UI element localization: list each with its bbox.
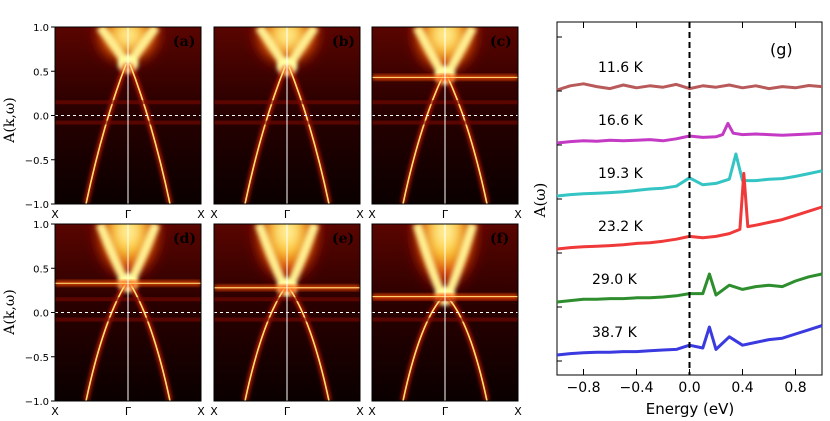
chart-g-xlabel: Energy (eV) <box>646 400 734 418</box>
series-label: 16.6 K <box>598 113 644 129</box>
panel-x-tick: X <box>210 405 218 418</box>
panel-y-tick: −1.0 <box>25 397 49 408</box>
panel-x-tick: X <box>514 208 522 221</box>
panel-label: (d) <box>173 231 196 247</box>
panel-x-tick: Γ <box>125 208 132 221</box>
series-line-193K <box>556 152 823 198</box>
series-line-232K <box>556 171 823 251</box>
ylabel-bottom-panels: A(k,ω) <box>2 289 18 335</box>
panel-y-tick: 0.0 <box>33 112 49 123</box>
panel-f: (f) X Γ X <box>368 223 522 418</box>
panel-label: (c) <box>490 34 512 50</box>
panel-frame <box>213 223 361 402</box>
panel-x-tick: X <box>356 405 364 418</box>
series-label: 11.6 K <box>598 60 644 76</box>
series-label: 38.7 K <box>592 325 638 341</box>
series-label: 19.3 K <box>598 166 644 182</box>
panel-y-tick: −0.5 <box>25 353 49 364</box>
panel-x-tick: X <box>514 405 522 418</box>
chart-g-ylabel: A(ω) <box>531 183 549 219</box>
panel-frame <box>371 26 519 205</box>
panel-label: (b) <box>332 34 355 50</box>
chart-g-series-labels: 11.6 K 16.6 K 19.3 K 23.2 K 29.0 K 38.7 K <box>592 60 644 341</box>
ylabel-top-panels: A(k,ω) <box>2 97 18 143</box>
panel-x-tick: X <box>197 405 205 418</box>
chart-g: −0.8 −0.4 0.0 0.4 0.8 11.6 K 16.6 K 19.3 K 23.2… <box>531 21 823 418</box>
panel-label: (a) <box>173 34 195 50</box>
panel-x-tick: X <box>197 208 205 221</box>
panel-y-tick: 0.5 <box>33 264 49 275</box>
lower-band <box>85 282 171 401</box>
panel-y-tick: 0.0 <box>33 309 49 320</box>
panel-y-tick: −1.0 <box>25 200 49 211</box>
panel-y-tick: 0.5 <box>33 67 49 78</box>
lower-band <box>402 75 488 204</box>
panel-y-tick: 1.0 <box>33 220 49 231</box>
series-label: 29.0 K <box>592 272 638 288</box>
panel-x-tick: X <box>368 208 376 221</box>
panel-c: (c) X Γ X <box>368 26 522 221</box>
panel-frame <box>371 223 519 402</box>
panel-b: (b) X Γ X <box>210 26 364 221</box>
series-line-290K <box>556 272 823 304</box>
panel-label: (f) <box>490 231 509 247</box>
panel-a: (a) X Γ X 1.0 0.5 0.0 −0.5 −1.0 <box>25 23 206 221</box>
chart-g-series <box>556 82 823 357</box>
panel-x-tick: X <box>51 405 59 418</box>
x-tick-label: −0.4 <box>620 380 654 396</box>
panel-e: (e) X Γ X <box>210 223 364 418</box>
panel-x-tick: Γ <box>125 405 132 418</box>
x-tick-label: 0.4 <box>731 380 753 396</box>
series-label: 23.2 K <box>598 219 644 235</box>
x-tick-label: −0.8 <box>567 380 601 396</box>
chart-g-panel-label: (g) <box>770 40 793 59</box>
lower-band <box>244 287 330 401</box>
panel-d: (d) X Γ X 1.0 0.5 0.0 −0.5 −1.0 <box>25 220 206 418</box>
panel-frame <box>213 26 361 205</box>
panel-x-tick: Γ <box>284 208 291 221</box>
series-line-387K <box>556 324 823 357</box>
panel-x-tick: X <box>51 208 59 221</box>
panel-x-tick: Γ <box>442 208 449 221</box>
series-line-116K <box>556 82 823 92</box>
panel-label: (e) <box>332 231 354 247</box>
lower-band <box>244 66 330 204</box>
series-line-166K <box>556 121 823 145</box>
x-tick-label: 0.0 <box>678 380 700 396</box>
lower-band <box>402 296 488 401</box>
panel-x-tick: X <box>210 208 218 221</box>
panel-x-tick: X <box>356 208 364 221</box>
panel-x-tick: X <box>368 405 376 418</box>
x-tick-label: 0.8 <box>784 380 806 396</box>
chart-g-xticks: −0.8 −0.4 0.0 0.4 0.8 <box>557 22 807 396</box>
panel-x-tick: Γ <box>284 405 291 418</box>
panel-y-tick: 1.0 <box>33 23 49 34</box>
spectral-panels: (a)X Γ X1.00.50.0−0.5−1.0(b)X Γ X(c)X Γ X(d)X Γ… <box>25 23 523 418</box>
lower-band <box>85 63 171 204</box>
panel-y-tick: −0.5 <box>25 156 49 167</box>
panel-x-tick: Γ <box>442 405 449 418</box>
